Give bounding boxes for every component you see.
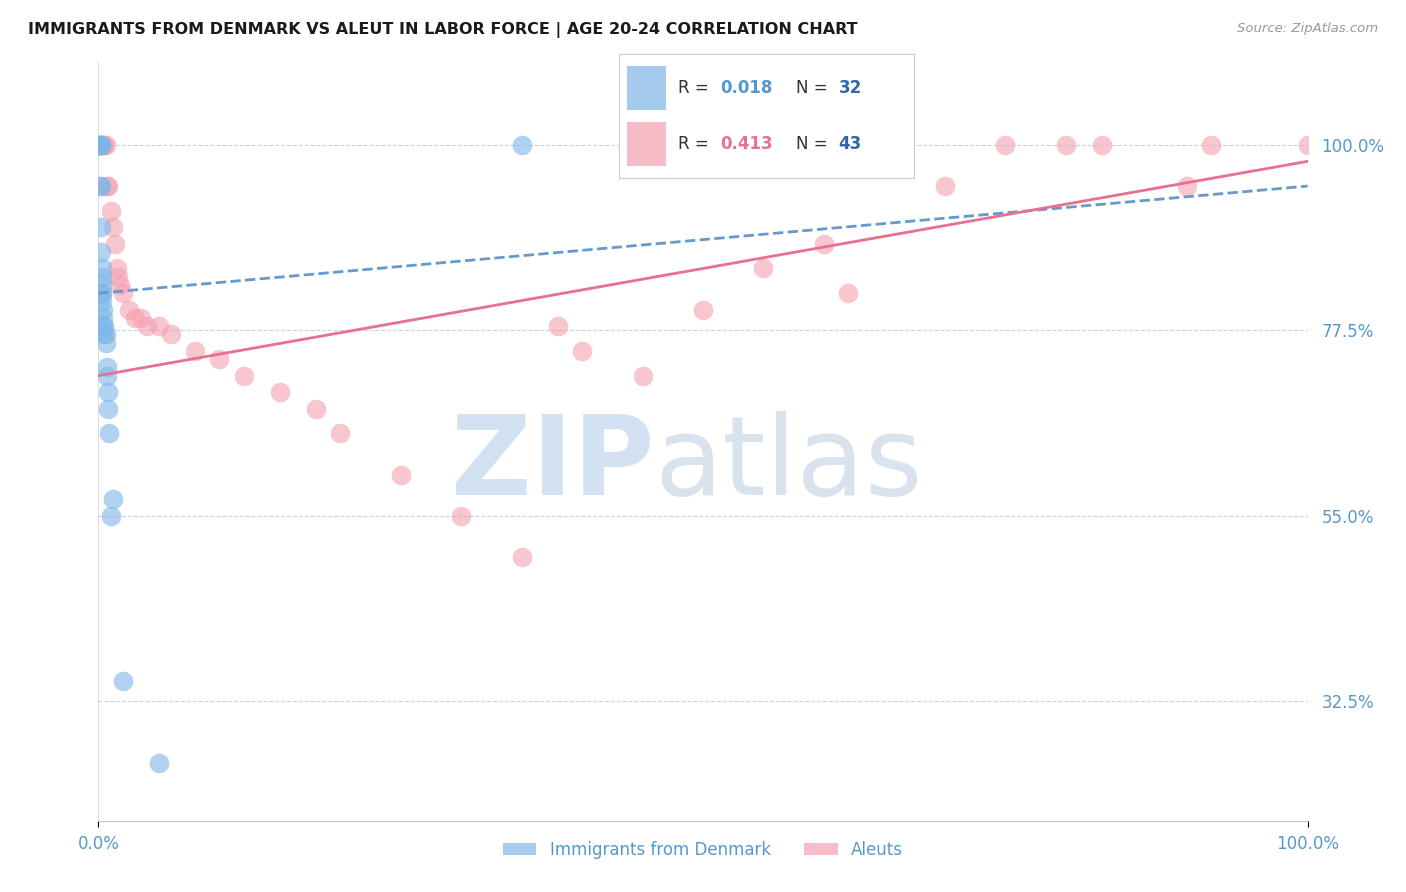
Point [111, 286, 134, 301]
Point [1199, 137, 1222, 152]
Point [305, 401, 328, 416]
Point [105, 261, 128, 276]
Point [89, 137, 111, 152]
Point [510, 137, 533, 152]
Point [547, 319, 569, 334]
Point [98, 426, 121, 441]
Point [108, 277, 131, 292]
Point [90, 245, 112, 260]
Point [135, 319, 157, 334]
Point [91, 269, 114, 284]
Point [232, 368, 254, 383]
Point [813, 236, 835, 251]
Point [91, 277, 114, 292]
Point [184, 343, 207, 358]
Legend: Immigrants from Denmark, Aleuts: Immigrants from Denmark, Aleuts [496, 834, 910, 865]
Point [129, 310, 152, 325]
Text: 0.018: 0.018 [720, 78, 773, 97]
Point [91, 137, 114, 152]
Point [96, 368, 118, 383]
Point [96, 360, 118, 375]
Text: N =: N = [796, 78, 832, 97]
Point [94, 327, 117, 342]
Point [111, 673, 134, 688]
Point [692, 302, 714, 317]
Point [100, 203, 122, 218]
Point [91, 286, 114, 301]
Point [118, 302, 141, 317]
Point [91, 286, 114, 301]
Point [148, 319, 170, 334]
Point [450, 508, 472, 523]
Point [104, 236, 127, 251]
Point [208, 352, 231, 367]
Point [93, 327, 115, 342]
Point [389, 467, 412, 482]
Text: R =: R = [678, 135, 714, 153]
Point [837, 286, 859, 301]
Point [97, 401, 120, 416]
Point [93, 137, 115, 152]
Point [510, 549, 533, 564]
Text: N =: N = [796, 135, 832, 153]
Text: 43: 43 [838, 135, 862, 153]
Point [91, 261, 114, 276]
Point [101, 492, 124, 507]
Point [101, 220, 124, 235]
Point [1054, 137, 1077, 152]
Text: 32: 32 [838, 78, 862, 97]
Point [148, 756, 170, 770]
Text: IMMIGRANTS FROM DENMARK VS ALEUT IN LABOR FORCE | AGE 20-24 CORRELATION CHART: IMMIGRANTS FROM DENMARK VS ALEUT IN LABO… [28, 22, 858, 38]
Point [91, 302, 114, 317]
Point [89, 137, 111, 152]
Text: 0.413: 0.413 [720, 135, 773, 153]
Point [91, 137, 114, 152]
Point [631, 368, 654, 383]
Point [97, 385, 120, 400]
Point [269, 385, 291, 400]
Point [752, 261, 775, 276]
Point [1296, 137, 1319, 152]
Point [107, 269, 129, 284]
Point [91, 294, 114, 309]
Point [994, 137, 1017, 152]
Point [1091, 137, 1114, 152]
Point [90, 220, 112, 235]
Bar [627, 122, 666, 166]
Point [124, 310, 146, 325]
Point [329, 426, 352, 441]
Point [160, 327, 183, 342]
Point [91, 310, 114, 325]
Text: atlas: atlas [655, 411, 924, 517]
Text: Source: ZipAtlas.com: Source: ZipAtlas.com [1237, 22, 1378, 36]
Point [89, 137, 111, 152]
Point [93, 319, 115, 334]
Point [90, 137, 112, 152]
Point [934, 179, 956, 194]
Point [94, 335, 117, 350]
Point [89, 137, 111, 152]
Point [94, 137, 117, 152]
Text: R =: R = [678, 78, 714, 97]
Point [97, 179, 120, 194]
Point [89, 179, 111, 194]
Point [1175, 179, 1198, 194]
Point [100, 508, 122, 523]
Point [96, 179, 118, 194]
Point [91, 319, 114, 334]
Text: ZIP: ZIP [451, 411, 655, 517]
Point [571, 343, 593, 358]
Point [90, 179, 112, 194]
Point [873, 137, 896, 152]
Bar [627, 66, 666, 110]
